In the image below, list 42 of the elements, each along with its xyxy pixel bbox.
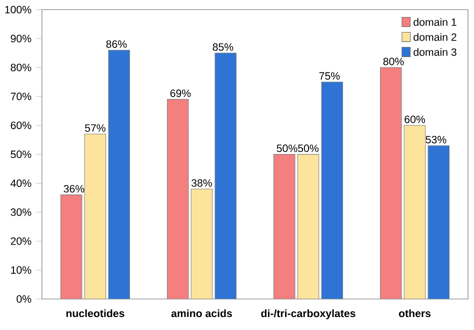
y-tick-label: 20%: [10, 238, 32, 246]
y-tick-label: 30%: [10, 208, 32, 216]
data-label: 38%: [191, 179, 212, 188]
data-label: 85%: [212, 43, 234, 51]
data-label: 57%: [84, 124, 106, 132]
data-label: 86%: [106, 40, 127, 48]
data-label: 80%: [383, 58, 404, 66]
x-tick-label: others: [398, 310, 431, 318]
y-tick-label: 40%: [10, 180, 32, 188]
bar: [380, 67, 402, 300]
y-tick-label: 10%: [11, 266, 32, 274]
y-tick-label: 70%: [10, 92, 32, 100]
bar: [84, 134, 106, 300]
y-tick-label: 0%: [16, 295, 32, 303]
x-tick-label: di-/tri-carboxylates: [261, 310, 356, 320]
y-tick-label: 60%: [10, 122, 32, 130]
data-label: 50%: [276, 144, 298, 152]
bar: [297, 154, 320, 300]
bar: [273, 154, 296, 300]
data-label: 36%: [64, 185, 84, 193]
y-tick-label: 90%: [10, 35, 32, 43]
x-tick-label: amino acids: [171, 310, 232, 318]
data-label: 69%: [170, 90, 191, 98]
y-tick-label: 100%: [5, 6, 32, 14]
x-tick-label: nucleotides: [66, 310, 124, 318]
legend-label: domain 1: [414, 18, 456, 26]
bar: [321, 82, 344, 300]
bar: [428, 146, 450, 300]
y-tick-label: 80%: [10, 64, 32, 72]
data-label: 50%: [298, 144, 318, 152]
y-tick-label: 50%: [10, 150, 32, 158]
data-label: 75%: [319, 72, 340, 80]
bar: [60, 194, 82, 300]
bar: [404, 125, 426, 300]
bar: [214, 52, 236, 300]
bar: [166, 99, 189, 300]
legend-label: domain 3: [414, 48, 456, 56]
legend-label: domain 2: [414, 33, 456, 42]
data-label: 60%: [404, 116, 425, 124]
data-label: 53%: [426, 136, 446, 144]
bar: [108, 50, 130, 300]
bar: [190, 188, 213, 300]
